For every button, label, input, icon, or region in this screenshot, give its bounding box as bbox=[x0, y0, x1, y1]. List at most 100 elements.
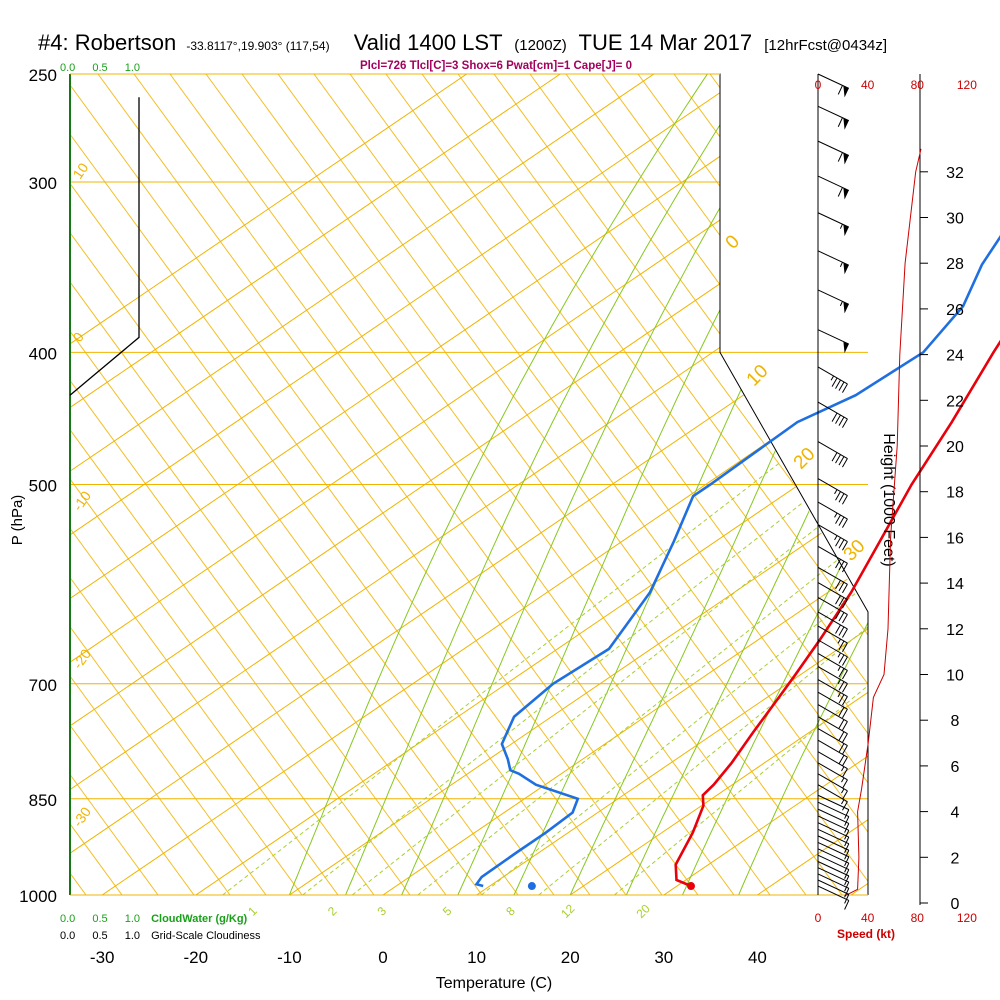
wind-barb bbox=[817, 625, 848, 652]
wind-barb bbox=[817, 545, 848, 573]
wind-barb bbox=[817, 867, 850, 892]
barb-full bbox=[835, 537, 841, 547]
barb-full bbox=[838, 694, 845, 704]
barb-flag bbox=[843, 187, 849, 200]
height-tick-label: 4 bbox=[951, 805, 960, 822]
barb-full bbox=[842, 495, 848, 505]
barb-full bbox=[842, 768, 848, 778]
barb-full bbox=[838, 640, 845, 650]
isotherm bbox=[569, 74, 868, 895]
dry-adiabat-grid bbox=[70, 74, 231, 895]
barb-full bbox=[844, 869, 850, 879]
barb-full bbox=[842, 790, 848, 800]
isotherm bbox=[70, 74, 467, 895]
barb-half bbox=[834, 512, 838, 518]
mixing-ratio-line bbox=[222, 351, 868, 895]
dry-adiabat-grid bbox=[97, 74, 699, 895]
pressure-tick-label: 500 bbox=[29, 477, 57, 496]
barb-full bbox=[844, 894, 850, 904]
dry-adiabat-grid bbox=[601, 74, 868, 895]
barb-staff bbox=[817, 441, 848, 459]
dry-adiabat-grid bbox=[70, 74, 519, 895]
barb-flag bbox=[843, 341, 849, 354]
wind-barb bbox=[817, 861, 850, 886]
pressure-tick-label: 250 bbox=[29, 66, 57, 85]
barb-full bbox=[842, 642, 848, 652]
barb-full bbox=[838, 743, 845, 753]
barb-full bbox=[838, 706, 845, 717]
barb-staff bbox=[817, 728, 848, 746]
barb-full bbox=[844, 900, 850, 910]
cloudiness-scale-top: 0.0 0.5 1.0 bbox=[60, 79, 140, 80]
barb-half bbox=[839, 223, 843, 229]
isotherm bbox=[70, 74, 655, 895]
barb-half bbox=[834, 535, 838, 541]
mixing-ratio-label: 2 bbox=[325, 904, 340, 919]
barb-half bbox=[837, 692, 841, 698]
dry-adiabat-grid bbox=[70, 74, 663, 895]
barb-full bbox=[842, 614, 848, 624]
isotherm-label-right: 0 bbox=[722, 231, 744, 253]
dry-adiabat-grid bbox=[0, 74, 14, 895]
barb-flag bbox=[843, 118, 849, 130]
wind-barb bbox=[817, 289, 850, 314]
barb-full bbox=[844, 862, 850, 873]
moist-adiabat bbox=[457, 74, 851, 895]
wind-barb bbox=[817, 666, 848, 693]
wind-barb bbox=[817, 611, 848, 638]
barb-full bbox=[842, 599, 848, 609]
barb-full bbox=[835, 491, 841, 501]
dry-adiabat-grid bbox=[962, 74, 1000, 895]
moist-adiabat bbox=[401, 74, 801, 895]
dry-adiabat-grid bbox=[277, 74, 868, 895]
barb-staff bbox=[817, 808, 850, 824]
barb-staff bbox=[817, 478, 848, 496]
barb-full bbox=[842, 418, 848, 428]
wind-barb bbox=[817, 478, 848, 505]
barb-half bbox=[837, 652, 841, 658]
dry-adiabat-grid bbox=[70, 74, 627, 895]
barb-staff bbox=[817, 739, 848, 758]
dry-adiabat-grid bbox=[313, 74, 868, 895]
speed-tick-bottom: 80 bbox=[911, 911, 925, 925]
barb-full bbox=[835, 379, 841, 389]
gc-scale-05: 0.5 bbox=[92, 79, 107, 80]
height-tick-label: 30 bbox=[946, 211, 964, 228]
barb-full bbox=[844, 875, 850, 886]
barb-full bbox=[844, 823, 850, 833]
mixing-ratio-line bbox=[351, 351, 868, 895]
cw-scale-1: 1.0 bbox=[125, 62, 140, 74]
barb-full bbox=[842, 696, 848, 706]
barb-flag bbox=[843, 85, 849, 98]
mixing-ratio-label: 3 bbox=[374, 904, 389, 919]
dry-adiabat-grid bbox=[853, 74, 868, 895]
barb-full bbox=[838, 381, 845, 391]
barb-full bbox=[835, 414, 841, 424]
barb-staff bbox=[817, 524, 848, 543]
wind-barb bbox=[817, 828, 850, 853]
mixing-ratio-label: 1 bbox=[245, 904, 260, 919]
isotherm bbox=[70, 74, 561, 895]
dry-adiabat-grid bbox=[421, 74, 868, 895]
dry-adiabat-grid bbox=[169, 74, 771, 895]
height-tick-label: 26 bbox=[946, 302, 964, 319]
wind-barb bbox=[817, 679, 848, 706]
height-tick-label: 18 bbox=[946, 485, 964, 502]
surface-dewpoint-dot bbox=[527, 882, 536, 891]
barb-full bbox=[844, 850, 850, 860]
barb-half bbox=[834, 489, 838, 495]
isotherm bbox=[663, 74, 868, 895]
barb-full bbox=[838, 539, 845, 549]
barb-staff bbox=[817, 366, 848, 385]
valid-date: TUE 14 Mar 2017 bbox=[579, 30, 753, 55]
wind-barb bbox=[817, 808, 850, 833]
pressure-tick-label: 300 bbox=[29, 174, 57, 193]
barb-full bbox=[844, 843, 850, 853]
wind-barb bbox=[817, 822, 850, 847]
indices-line: Plcl=726 Tlcl[C]=3 Shox=6 Pwat[cm]=1 Cap… bbox=[360, 60, 632, 72]
isotherm bbox=[850, 74, 868, 895]
barb-flag bbox=[843, 301, 849, 314]
barb-full bbox=[842, 683, 848, 693]
